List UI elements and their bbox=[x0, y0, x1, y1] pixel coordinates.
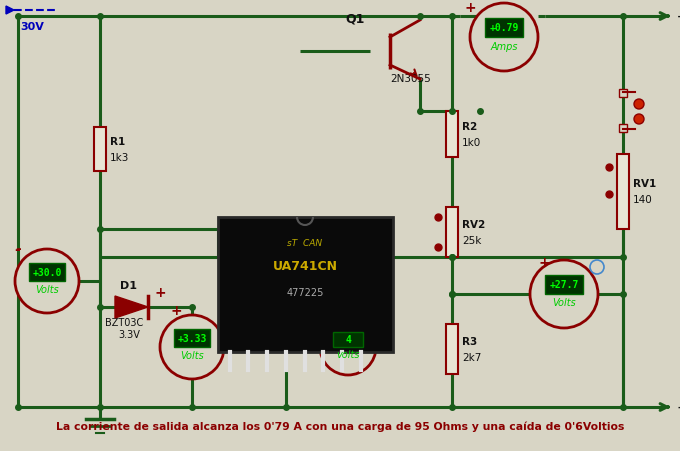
Bar bbox=[619, 90, 627, 98]
Circle shape bbox=[530, 260, 598, 328]
Text: D1: D1 bbox=[120, 281, 137, 290]
Text: -: - bbox=[14, 243, 20, 257]
Text: 4: 4 bbox=[345, 335, 351, 345]
Text: 1k0: 1k0 bbox=[462, 138, 481, 147]
Text: Amps: Amps bbox=[490, 41, 517, 51]
Text: sT  CAN: sT CAN bbox=[288, 239, 322, 248]
Text: +: + bbox=[538, 255, 549, 269]
Bar bbox=[446, 207, 458, 258]
Text: BZT03C: BZT03C bbox=[105, 318, 143, 327]
Text: R1: R1 bbox=[110, 137, 125, 147]
Text: 2N3055: 2N3055 bbox=[390, 74, 430, 84]
Text: 30V: 30V bbox=[20, 22, 44, 32]
Text: Q1: Q1 bbox=[345, 13, 364, 26]
Text: +3.33: +3.33 bbox=[177, 333, 207, 343]
Circle shape bbox=[320, 319, 376, 375]
Bar bbox=[29, 264, 65, 281]
Text: 1k3: 1k3 bbox=[110, 152, 129, 163]
Text: +OUTPUT: +OUTPUT bbox=[677, 12, 680, 22]
Text: +: + bbox=[170, 304, 182, 318]
Text: Volts: Volts bbox=[180, 350, 204, 360]
Circle shape bbox=[160, 315, 224, 379]
Text: 3.3V: 3.3V bbox=[118, 329, 140, 339]
Bar bbox=[486, 19, 523, 38]
Text: RV2: RV2 bbox=[462, 220, 486, 230]
Bar bbox=[174, 330, 209, 347]
Text: volts: volts bbox=[336, 349, 360, 359]
Text: -: - bbox=[15, 241, 21, 255]
Bar bbox=[617, 155, 629, 230]
Polygon shape bbox=[6, 7, 14, 15]
Text: 477225: 477225 bbox=[286, 287, 324, 297]
Circle shape bbox=[634, 100, 644, 110]
Text: +30.0: +30.0 bbox=[33, 267, 62, 277]
Bar bbox=[218, 217, 393, 352]
Text: UA741CN: UA741CN bbox=[273, 259, 337, 272]
Text: -OUTPUT: -OUTPUT bbox=[677, 402, 680, 412]
Text: Volts: Volts bbox=[35, 285, 59, 295]
Bar bbox=[94, 128, 106, 172]
Text: R3: R3 bbox=[462, 336, 477, 346]
Text: RV1: RV1 bbox=[633, 179, 656, 189]
Text: 25k: 25k bbox=[462, 235, 481, 245]
Circle shape bbox=[470, 4, 538, 72]
Text: +: + bbox=[155, 285, 167, 299]
Bar bbox=[446, 324, 458, 374]
Bar bbox=[333, 332, 363, 347]
Polygon shape bbox=[115, 296, 148, 318]
Text: +27.7: +27.7 bbox=[549, 280, 579, 290]
Text: R2: R2 bbox=[462, 122, 477, 132]
Text: +0.79: +0.79 bbox=[490, 23, 519, 33]
Bar bbox=[446, 112, 458, 158]
Circle shape bbox=[634, 115, 644, 125]
Text: +: + bbox=[465, 1, 477, 15]
Text: 140: 140 bbox=[633, 195, 653, 205]
Bar bbox=[545, 276, 583, 295]
Bar bbox=[619, 125, 627, 133]
Text: 2k7: 2k7 bbox=[462, 352, 481, 362]
Circle shape bbox=[15, 249, 79, 313]
Text: Volts: Volts bbox=[552, 298, 576, 308]
Text: La corriente de salida alcanza los 0'79 A con una carga de 95 Ohms y una caída d: La corriente de salida alcanza los 0'79 … bbox=[56, 421, 624, 431]
